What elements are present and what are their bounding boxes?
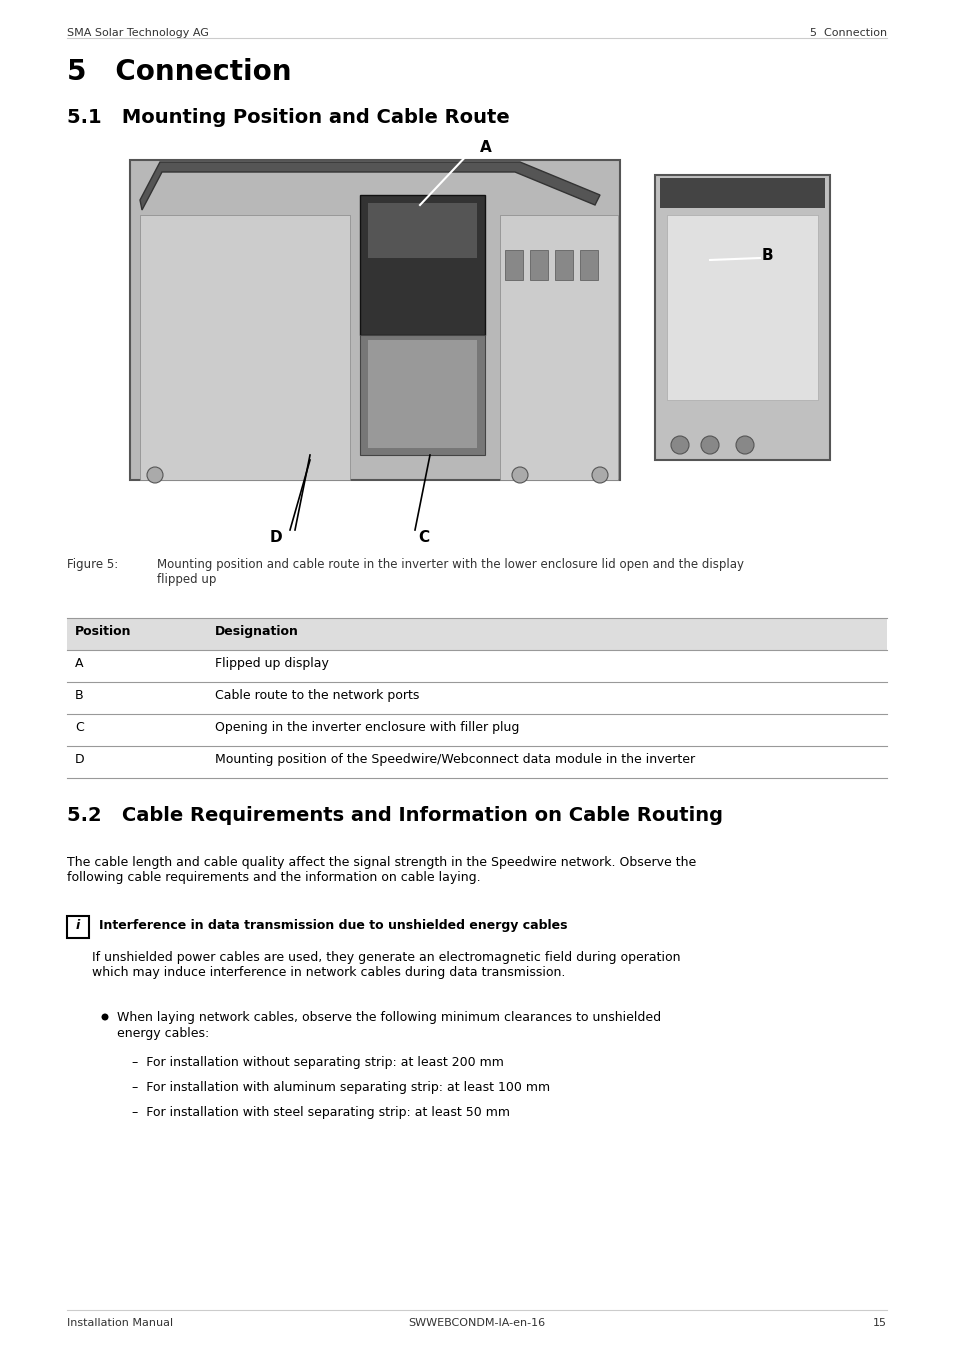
Circle shape: [592, 466, 607, 483]
Bar: [67, 917, 89, 938]
Text: When laying network cables, observe the following minimum clearances to unshield: When laying network cables, observe the …: [117, 1011, 660, 1023]
Bar: [659, 178, 824, 208]
Bar: [130, 160, 619, 480]
Text: D: D: [270, 530, 282, 545]
Text: 5  Connection: 5 Connection: [809, 28, 886, 38]
Bar: [359, 195, 484, 335]
Text: Opening in the inverter enclosure with filler plug: Opening in the inverter enclosure with f…: [214, 721, 518, 734]
Text: D: D: [75, 753, 85, 767]
Bar: [504, 250, 522, 280]
Text: C: C: [75, 721, 84, 734]
Text: Cable route to the network ports: Cable route to the network ports: [214, 690, 419, 702]
Circle shape: [512, 466, 527, 483]
Text: Mounting position and cable route in the inverter with the lower enclosure lid o: Mounting position and cable route in the…: [157, 558, 743, 585]
Circle shape: [670, 435, 688, 454]
Text: –  For installation with steel separating strip: at least 50 mm: – For installation with steel separating…: [132, 1106, 510, 1119]
Polygon shape: [190, 306, 290, 415]
Text: 5   Connection: 5 Connection: [67, 58, 292, 87]
Bar: [67, 714, 886, 746]
Bar: [67, 650, 886, 681]
Text: The cable length and cable quality affect the signal strength in the Speedwire n: The cable length and cable quality affec…: [67, 856, 696, 884]
Text: If unshielded power cables are used, they generate an electromagnetic field duri: If unshielded power cables are used, the…: [91, 950, 679, 979]
Text: B: B: [75, 690, 84, 702]
Circle shape: [147, 466, 163, 483]
Text: i: i: [76, 919, 80, 932]
Text: A: A: [479, 141, 491, 155]
Text: –  For installation without separating strip: at least 200 mm: – For installation without separating st…: [132, 1056, 503, 1069]
Text: SMA Solar Technology AG: SMA Solar Technology AG: [67, 28, 209, 38]
Text: B: B: [761, 247, 773, 264]
Bar: [67, 618, 886, 650]
Text: 15: 15: [872, 1318, 886, 1328]
Text: Mounting position of the Speedwire/Webconnect data module in the inverter: Mounting position of the Speedwire/Webco…: [214, 753, 695, 767]
Bar: [666, 215, 817, 400]
Circle shape: [101, 1014, 109, 1021]
Text: Interference in data transmission due to unshielded energy cables: Interference in data transmission due to…: [99, 919, 567, 932]
Text: Position: Position: [75, 625, 132, 638]
Bar: [530, 250, 547, 280]
Text: Flipped up display: Flipped up display: [214, 657, 329, 671]
Text: 5.2   Cable Requirements and Information on Cable Routing: 5.2 Cable Requirements and Information o…: [67, 806, 722, 825]
Text: Designation: Designation: [214, 625, 298, 638]
Bar: [67, 681, 886, 714]
Bar: [579, 250, 598, 280]
Bar: [67, 746, 886, 777]
Bar: [368, 203, 476, 258]
Text: SWWEBCONDM-IA-en-16: SWWEBCONDM-IA-en-16: [408, 1318, 545, 1328]
Text: –  For installation with aluminum separating strip: at least 100 mm: – For installation with aluminum separat…: [132, 1082, 550, 1094]
Bar: [368, 339, 476, 448]
Bar: [140, 215, 350, 480]
Text: energy cables:: energy cables:: [117, 1028, 209, 1040]
Text: Installation Manual: Installation Manual: [67, 1318, 172, 1328]
Text: Figure 5:: Figure 5:: [67, 558, 118, 571]
Polygon shape: [140, 162, 599, 210]
Text: A: A: [75, 657, 84, 671]
Bar: [655, 174, 829, 460]
Circle shape: [735, 435, 753, 454]
Text: C: C: [417, 530, 429, 545]
Circle shape: [700, 435, 719, 454]
Bar: [555, 250, 573, 280]
Bar: [499, 215, 618, 480]
Bar: [359, 335, 484, 456]
Text: 5.1   Mounting Position and Cable Route: 5.1 Mounting Position and Cable Route: [67, 108, 509, 127]
